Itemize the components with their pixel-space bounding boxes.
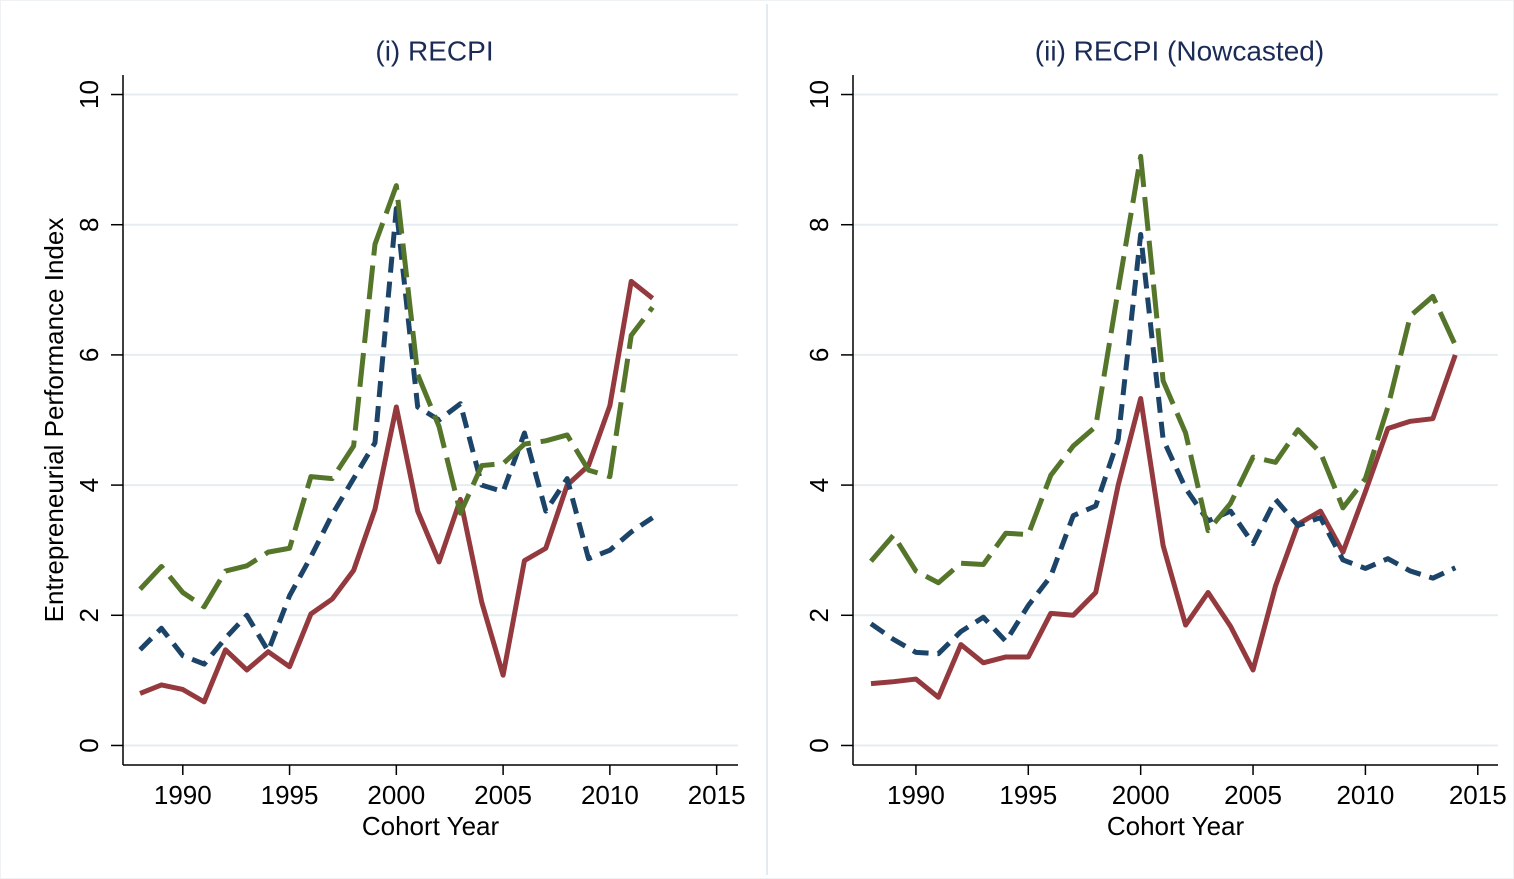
x-tick-label: 2015	[1449, 780, 1507, 810]
x-tick-label: 2000	[1112, 780, 1170, 810]
y-tick-label: 0	[804, 738, 834, 752]
x-tick-label: 2010	[1336, 780, 1394, 810]
y-tick-label: 6	[804, 348, 834, 362]
y-tick-label: 4	[804, 478, 834, 492]
x-axis-label: Cohort Year	[1107, 811, 1245, 841]
chart-title: (i) RECPI	[375, 35, 493, 66]
x-tick-label: 2005	[474, 780, 532, 810]
y-axis-label: Entrepreneurial Performance Index	[39, 218, 69, 623]
y-tick-label: 0	[74, 738, 104, 752]
chart-title: (ii) RECPI (Nowcasted)	[1035, 35, 1324, 66]
x-tick-label: 2010	[581, 780, 639, 810]
data-line	[870, 354, 1458, 700]
x-tick-label: 1995	[999, 780, 1057, 810]
x-tick-label: 2000	[367, 780, 425, 810]
y-tick-label: 2	[74, 608, 104, 622]
y-tick-label: 2	[804, 608, 834, 622]
x-tick-label: 1995	[261, 780, 319, 810]
x-axis-label: Cohort Year	[362, 811, 500, 841]
y-tick-label: 8	[804, 217, 834, 231]
y-tick-label: 10	[804, 80, 834, 109]
data-line	[138, 205, 654, 667]
data-line	[138, 183, 655, 610]
y-tick-label: 8	[74, 217, 104, 231]
y-tick-label: 4	[74, 478, 104, 492]
data-line	[869, 153, 1458, 586]
x-tick-label: 1990	[154, 780, 212, 810]
y-tick-label: 10	[74, 80, 104, 109]
x-tick-label: 2005	[1224, 780, 1282, 810]
x-tick-label: 1990	[887, 780, 945, 810]
x-tick-label: 2015	[688, 780, 746, 810]
y-tick-label: 6	[74, 348, 104, 362]
